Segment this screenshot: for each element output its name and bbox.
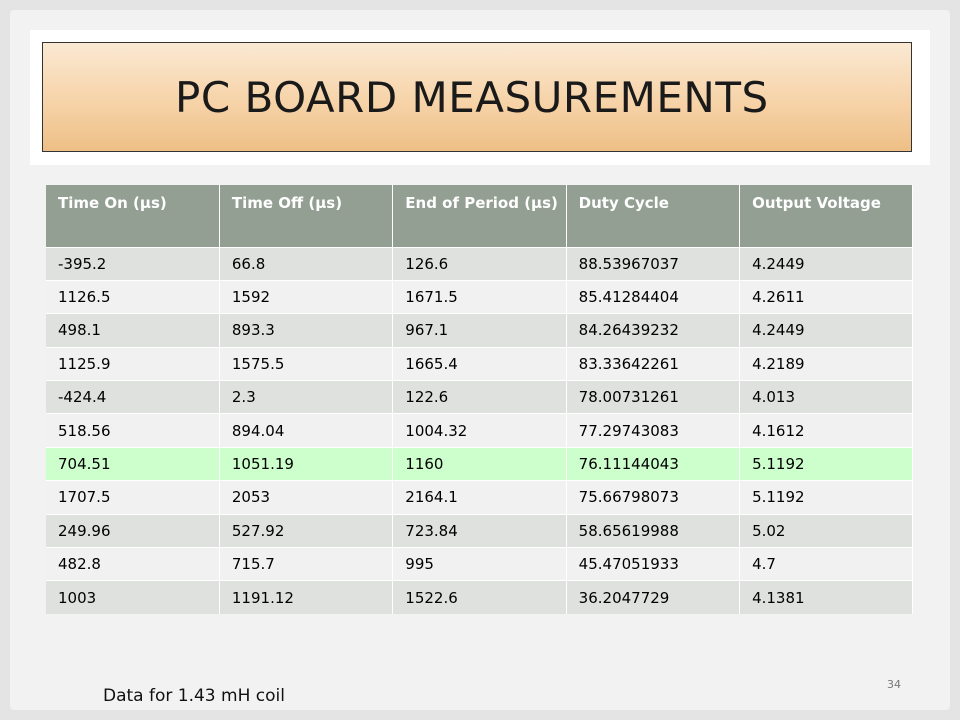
table-cell: 1575.5 <box>219 346 394 381</box>
table-cell: 2053 <box>219 480 394 515</box>
table-cell: 5.1192 <box>739 446 914 481</box>
table-cell: 66.8 <box>219 246 394 281</box>
table-cell: 4.2449 <box>739 313 914 348</box>
table-cell: 1671.5 <box>392 279 567 314</box>
table-cell: 4.1612 <box>739 413 914 448</box>
measurements-table: Time On (µs) Time Off (µs) End of Period… <box>46 185 914 615</box>
table-row: -424.4 2.3 122.6 78.00731261 4.013 <box>46 380 914 414</box>
header-end-of-period: End of Period (µs) <box>392 185 567 247</box>
table-cell: 249.96 <box>46 513 220 548</box>
table-cell: 1191.12 <box>219 580 394 615</box>
table-row: -395.2 66.8 126.6 88.53967037 4.2449 <box>46 246 914 281</box>
table-cell: 84.26439232 <box>566 313 741 348</box>
table-cell: 4.1381 <box>739 580 914 615</box>
table-cell: 85.41284404 <box>566 279 741 314</box>
table-row: 1125.9 1575.5 1665.4 83.33642261 4.2189 <box>46 346 914 381</box>
table-cell: 715.7 <box>219 547 394 581</box>
table-row: 518.56 894.04 1004.32 77.29743083 4.1612 <box>46 413 914 448</box>
header-time-off: Time Off (µs) <box>219 185 394 247</box>
table-cell: 5.02 <box>739 513 914 548</box>
table-cell: 75.66798073 <box>566 480 741 515</box>
table-cell: 1522.6 <box>392 580 567 615</box>
table-cell: 995 <box>392 547 567 581</box>
table-cell: 723.84 <box>392 513 567 548</box>
table-cell: 518.56 <box>46 413 220 448</box>
table-cell: 527.92 <box>219 513 394 548</box>
table-cell: -395.2 <box>46 246 220 281</box>
table-cell: 482.8 <box>46 547 220 581</box>
footnote: Data for 1.43 mH coil <box>103 686 285 706</box>
table-cell: 1004.32 <box>392 413 567 448</box>
table-cell: 498.1 <box>46 313 220 348</box>
table-header-row: Time On (µs) Time Off (µs) End of Period… <box>46 185 914 247</box>
table-cell: 45.47051933 <box>566 547 741 581</box>
table-row: 1003 1191.12 1522.6 36.2047729 4.1381 <box>46 580 914 615</box>
table-cell: 893.3 <box>219 313 394 348</box>
table-cell: 4.2449 <box>739 246 914 281</box>
table-cell: 83.33642261 <box>566 346 741 381</box>
table-cell: 122.6 <box>392 380 567 414</box>
table-cell: 36.2047729 <box>566 580 741 615</box>
table-cell: 4.2611 <box>739 279 914 314</box>
table-cell: 1592 <box>219 279 394 314</box>
table-cell: 78.00731261 <box>566 380 741 414</box>
slide-title: PC BOARD MEASUREMENTS <box>175 73 769 122</box>
table-row: 482.8 715.7 995 45.47051933 4.7 <box>46 547 914 581</box>
table-cell: 894.04 <box>219 413 394 448</box>
table-cell: 704.51 <box>46 446 220 481</box>
table-cell: 1707.5 <box>46 480 220 515</box>
title-box <box>42 42 912 152</box>
table-row: 498.1 893.3 967.1 84.26439232 4.2449 <box>46 313 914 348</box>
table-cell: 1003 <box>46 580 220 615</box>
table-cell: 1125.9 <box>46 346 220 381</box>
page-number: 34 <box>887 678 901 691</box>
table-cell: 4.013 <box>739 380 914 414</box>
table-cell: 88.53967037 <box>566 246 741 281</box>
table-cell: 77.29743083 <box>566 413 741 448</box>
table-cell: 2164.1 <box>392 480 567 515</box>
header-time-on: Time On (µs) <box>46 185 220 247</box>
table-cell: 1051.19 <box>219 446 394 481</box>
table-cell: 1126.5 <box>46 279 220 314</box>
table-row: 1707.5 2053 2164.1 75.66798073 5.1192 <box>46 480 914 515</box>
header-duty-cycle: Duty Cycle <box>566 185 741 247</box>
table-row: 1126.5 1592 1671.5 85.41284404 4.2611 <box>46 279 914 314</box>
table-cell: 126.6 <box>392 246 567 281</box>
table-body: -395.2 66.8 126.6 88.53967037 4.2449 1126.5 15… <box>46 246 914 615</box>
table-cell: 76.11144043 <box>566 446 741 481</box>
table-cell: 2.3 <box>219 380 394 414</box>
table-cell: 1665.4 <box>392 346 567 381</box>
table-cell: 58.65619988 <box>566 513 741 548</box>
table-cell: 5.1192 <box>739 480 914 515</box>
table-row: 704.51 1051.19 1160 76.11144043 5.1192 <box>46 446 914 481</box>
table-cell: 4.7 <box>739 547 914 581</box>
table-row: 249.96 527.92 723.84 58.65619988 5.02 <box>46 513 914 548</box>
table-cell: -424.4 <box>46 380 220 414</box>
table-cell: 967.1 <box>392 313 567 348</box>
table-cell: 1160 <box>392 446 567 481</box>
header-output-voltage: Output Voltage <box>739 185 914 247</box>
table-cell: 4.2189 <box>739 346 914 381</box>
